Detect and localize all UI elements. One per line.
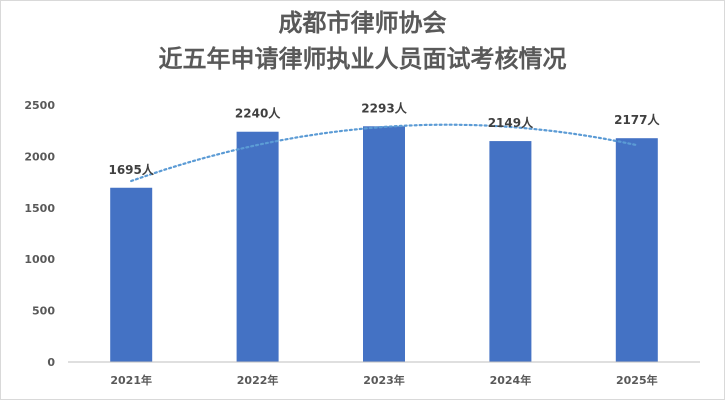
y-axis: 0 500 1000 1500 2000 2500 <box>24 99 55 369</box>
y-tick-label: 1000 <box>24 253 55 266</box>
y-tick-label: 2500 <box>24 99 55 112</box>
data-labels: 1695人 2240人 2293人 2149人 2177人 <box>108 100 660 176</box>
x-tick-label: 2024年 <box>490 373 532 387</box>
x-axis: 2021年 2022年 2023年 2024年 2025年 <box>68 361 700 387</box>
data-label: 1695人 <box>108 162 154 177</box>
y-tick-label: 2000 <box>24 150 55 163</box>
data-label: 2240人 <box>235 106 281 121</box>
bars <box>110 126 658 362</box>
trend-line <box>130 123 638 183</box>
bar <box>110 187 153 362</box>
y-tick-label: 1500 <box>24 202 55 215</box>
x-tick-label: 2021年 <box>110 373 152 387</box>
data-label: 2149人 <box>488 115 534 130</box>
x-tick-label: 2025年 <box>616 373 658 387</box>
chart-title-line-2: 近五年申请律师执业人员面试考核情况 <box>158 45 567 73</box>
y-tick-label: 500 <box>32 305 55 318</box>
bar <box>236 131 279 362</box>
data-label: 2177人 <box>614 112 660 127</box>
data-label: 2293人 <box>361 100 407 115</box>
chart-title-line-1: 成都市律师协会 <box>278 9 447 37</box>
bar <box>363 126 405 362</box>
x-tick-label: 2023年 <box>363 373 405 387</box>
x-tick-label: 2022年 <box>237 373 279 387</box>
bar <box>615 138 658 362</box>
y-tick-label: 0 <box>47 356 55 369</box>
bar <box>489 141 532 362</box>
